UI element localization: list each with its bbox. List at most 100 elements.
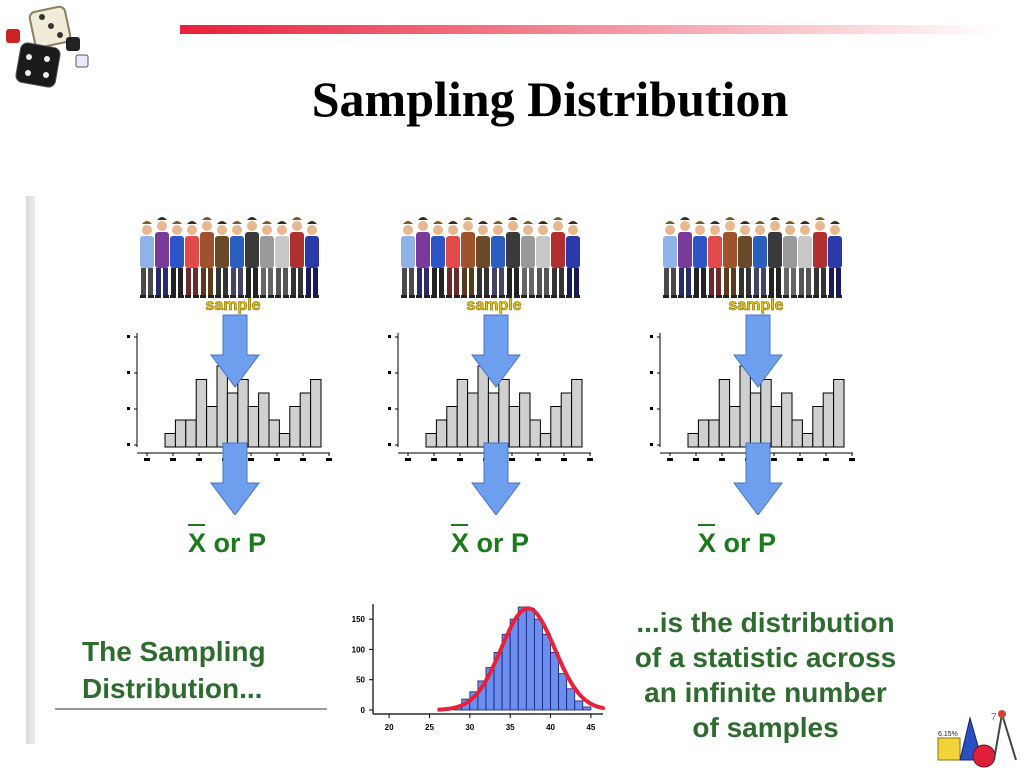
left-decorative-rule (26, 196, 35, 744)
distribution-bar (582, 706, 592, 711)
histogram-bar (708, 419, 720, 448)
histogram-bar (237, 379, 249, 448)
histogram-bar (822, 392, 835, 448)
sample-label: sample (205, 297, 260, 314)
histogram-bar (446, 406, 458, 448)
dice-logo (6, 5, 89, 88)
distribution-bar (566, 688, 576, 711)
top-accent-bar (180, 25, 1000, 34)
slide-title: Sampling Distribution (311, 71, 789, 127)
xbar-overline (188, 524, 205, 526)
histogram-bar (206, 406, 218, 448)
sample-label: sample (466, 297, 521, 314)
distribution-bar (574, 700, 584, 711)
x-tick-label: 40 (546, 723, 555, 732)
normal-curve (437, 606, 605, 712)
histogram-bar (425, 433, 437, 448)
histogram-bar (258, 392, 270, 448)
histogram-bar (456, 379, 469, 448)
histogram-bar (697, 419, 710, 448)
histogram-bar (299, 392, 312, 448)
sample-unit-1: sample (125, 215, 345, 515)
people-group-icon (663, 217, 842, 298)
histogram-bar (467, 392, 479, 448)
down-arrow-icon (210, 314, 260, 388)
histogram-bar (247, 406, 260, 448)
down-arrow-icon (733, 314, 783, 388)
histogram-bar (487, 392, 500, 448)
histogram-bar (508, 406, 521, 448)
histogram-bar (477, 365, 489, 448)
histogram-bar (185, 419, 197, 448)
x-tick-label: 35 (506, 723, 515, 732)
histogram-bar (164, 433, 176, 448)
x-tick-label: 45 (586, 723, 595, 732)
x-tick-label: 30 (465, 723, 474, 732)
histogram-bar (801, 433, 814, 448)
histogram-bar (529, 419, 541, 448)
sample-label: sample (728, 297, 783, 314)
histogram-bar (539, 433, 552, 448)
histogram-bar (519, 392, 531, 448)
histogram-bar (195, 379, 208, 448)
y-tick-label: 150 (352, 615, 366, 624)
geometry-clipart-icon: 7 6.15% (937, 710, 1017, 768)
histogram-bar (760, 379, 772, 448)
statistic-label-3: X or P (698, 524, 776, 559)
statistic-label-2: X or P (451, 524, 529, 559)
distribution-bar (533, 618, 543, 711)
statistic-label-1: X or P (188, 524, 266, 559)
down-arrow-icon (471, 442, 521, 515)
definition-text: ...is the distribution of a statistic ac… (634, 607, 897, 743)
down-arrow-icon (471, 314, 521, 388)
histogram-bar (571, 379, 583, 448)
people-group-icon (401, 217, 580, 298)
histogram-bar (739, 365, 751, 448)
percent-label: 6.15% (938, 731, 958, 738)
sample-histogram-2 (388, 333, 593, 461)
sample-histogram-1 (127, 333, 332, 461)
histogram-bar (435, 419, 448, 448)
histogram-bar (791, 419, 803, 448)
histogram-bar (833, 379, 845, 448)
histogram-bar (174, 419, 187, 448)
histogram-bar (278, 433, 291, 448)
histogram-bar (550, 406, 562, 448)
y-tick-label: 100 (352, 645, 366, 654)
people-group-icon (140, 217, 319, 298)
caption-divider (55, 708, 327, 710)
sample-unit-3: sample (648, 215, 868, 515)
histogram-bar (226, 392, 239, 448)
histogram-bar (310, 379, 322, 448)
sampling-distribution-chart: 0 50 100 150 20 25 30 35 40 45 (352, 604, 605, 732)
distribution-bar (525, 607, 535, 711)
histogram-bar (216, 365, 228, 448)
histogram-bar (781, 392, 793, 448)
histogram-bar (289, 406, 301, 448)
histogram-bar (560, 392, 573, 448)
histogram-bar (718, 379, 731, 448)
distribution-bar (558, 673, 568, 711)
down-arrow-icon (210, 442, 260, 515)
sample-1-graphic: sample (127, 217, 332, 515)
histogram-bar (687, 433, 699, 448)
distribution-bar (517, 606, 527, 711)
svg-text:7: 7 (991, 711, 997, 723)
x-tick-label: 25 (425, 723, 434, 732)
distribution-bar (550, 652, 560, 711)
sampling-distribution-caption: The Sampling Distribution... (82, 636, 266, 704)
y-tick-label: 50 (356, 676, 365, 685)
histogram-bar (268, 419, 280, 448)
distribution-bar (542, 633, 551, 711)
xbar-overline (698, 524, 715, 526)
histogram-bar (729, 406, 741, 448)
xbar-overline (451, 524, 468, 526)
distribution-bar (509, 618, 519, 711)
histogram-bar (770, 406, 783, 448)
histogram-bar (749, 392, 762, 448)
sample-unit-2: sample (386, 215, 606, 515)
y-tick-label: 0 (361, 706, 366, 715)
x-tick-label: 20 (385, 723, 394, 732)
histogram-bar (498, 379, 510, 448)
sample-2-graphic: sample (388, 217, 593, 515)
